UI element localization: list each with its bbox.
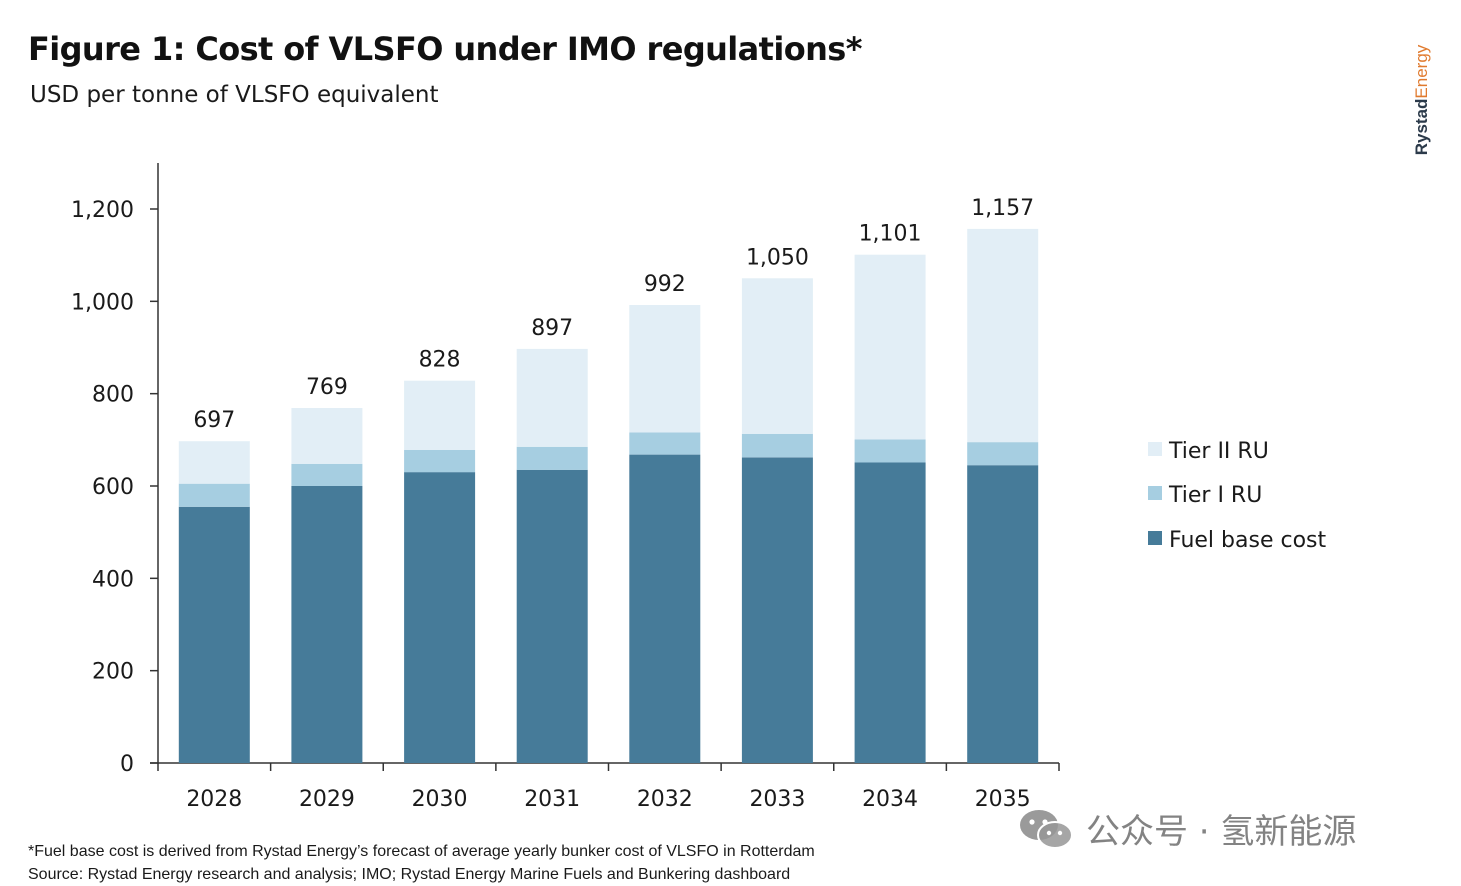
chart-title: Figure 1: Cost of VLSFO under IMO regula…: [28, 30, 862, 68]
bar-tier-ii-ru: [629, 305, 701, 433]
y-tick-label: 200: [92, 660, 134, 685]
bar-fuel-base-cost: [516, 469, 588, 763]
bar-tier-i-ru: [967, 442, 1039, 466]
x-tick-label: 2033: [749, 787, 805, 812]
x-tick-label: 2034: [862, 787, 918, 812]
bar-tier-ii-ru: [291, 408, 363, 464]
bar-fuel-base-cost: [629, 454, 701, 763]
bar-fuel-base-cost: [178, 506, 250, 763]
y-tick-label: 400: [92, 567, 134, 592]
watermark-text: 公众号 · 氢新能源: [1086, 812, 1357, 852]
x-tick-label: 2028: [186, 787, 242, 812]
y-tick-label: 800: [92, 383, 134, 408]
data-label-total: 1,101: [859, 222, 922, 247]
legend-label: Fuel base cost: [1169, 528, 1326, 553]
bar-tier-i-ru: [854, 439, 926, 463]
chart-subtitle: USD per tonne of VLSFO equivalent: [30, 82, 439, 108]
source-note: Source: Rystad Energy research and analy…: [28, 866, 791, 883]
bar-tier-ii-ru: [178, 441, 250, 484]
wechat-icon: [1020, 809, 1073, 849]
legend-swatch: [1148, 442, 1162, 456]
legend-swatch: [1148, 531, 1162, 545]
x-tick-label: 2029: [299, 787, 355, 812]
data-label-total: 828: [419, 348, 461, 373]
bar-fuel-base-cost: [967, 465, 1039, 763]
data-label-total: 769: [306, 375, 348, 400]
x-tick-label: 2030: [412, 787, 468, 812]
bar-fuel-base-cost: [854, 462, 926, 763]
bar-tier-ii-ru: [967, 228, 1039, 443]
data-label-total: 1,157: [971, 196, 1034, 221]
y-tick-label: 600: [92, 475, 134, 500]
footnote: *Fuel base cost is derived from Rystad E…: [28, 843, 815, 860]
bar-fuel-base-cost: [291, 486, 363, 763]
x-tick-label: 2035: [975, 787, 1031, 812]
bar-tier-ii-ru: [854, 254, 926, 440]
bar-fuel-base-cost: [741, 457, 813, 763]
data-label-total: 697: [193, 408, 235, 433]
bar-fuel-base-cost: [404, 472, 476, 763]
legend-swatch: [1148, 486, 1162, 500]
bar-tier-i-ru: [741, 433, 813, 458]
legend-label: Tier II RU: [1168, 439, 1269, 464]
x-tick-label: 2031: [524, 787, 580, 812]
bar-tier-i-ru: [291, 463, 363, 486]
bar-tier-i-ru: [178, 483, 250, 507]
data-label-total: 992: [644, 272, 686, 297]
watermark: 公众号 · 氢新能源: [1018, 804, 1356, 853]
bar-tier-i-ru: [629, 432, 701, 455]
bar-tier-ii-ru: [516, 348, 588, 447]
bar-tier-ii-ru: [404, 380, 476, 450]
x-tick-label: 2032: [637, 787, 693, 812]
bar-tier-i-ru: [516, 446, 588, 470]
legend-label: Tier I RU: [1168, 483, 1262, 508]
data-label-total: 897: [531, 316, 573, 341]
y-tick-label: 1,000: [71, 290, 134, 315]
y-tick-label: 1,200: [71, 198, 134, 223]
bar-tier-ii-ru: [741, 278, 813, 434]
bar-tier-i-ru: [404, 450, 476, 473]
data-label-total: 1,050: [746, 245, 809, 270]
y-tick-label: 0: [120, 752, 134, 777]
